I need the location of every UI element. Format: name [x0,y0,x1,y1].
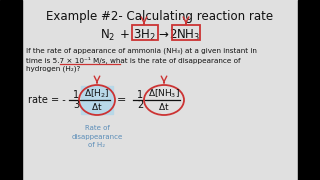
Text: 2: 2 [137,100,143,110]
Text: =: = [117,95,127,105]
Bar [81,86,113,114]
Text: rate = -: rate = - [28,95,66,105]
Text: If the rate of appearance of ammonia (NH₃) at a given instant in: If the rate of appearance of ammonia (NH… [26,48,257,55]
Text: $\Delta$[NH$_3$]: $\Delta$[NH$_3$] [148,88,180,100]
Bar [298,0,320,180]
Text: Rate of
disappearance
of H₂: Rate of disappearance of H₂ [71,125,123,148]
Text: time is 5.7 × 10⁻¹ M/s, what is the rate of disappearance of: time is 5.7 × 10⁻¹ M/s, what is the rate… [26,57,241,64]
Text: 2NH$_3$: 2NH$_3$ [169,28,201,43]
Text: 1: 1 [137,90,143,100]
Text: →: → [158,28,168,41]
Bar [0,0,22,180]
Text: Example #2- Calculating reaction rate: Example #2- Calculating reaction rate [46,10,274,23]
Text: 3H$_2$: 3H$_2$ [133,28,155,43]
Text: N$_2$: N$_2$ [100,28,116,43]
Text: $\Delta$t: $\Delta$t [158,100,170,111]
Text: hydrogen (H₂)?: hydrogen (H₂)? [26,65,80,71]
Text: 3: 3 [73,100,79,110]
Text: $\Delta$t: $\Delta$t [91,100,103,111]
Text: $\Delta$[H$_2$]: $\Delta$[H$_2$] [84,88,110,100]
Text: +: + [120,28,130,41]
Text: 1: 1 [73,90,79,100]
